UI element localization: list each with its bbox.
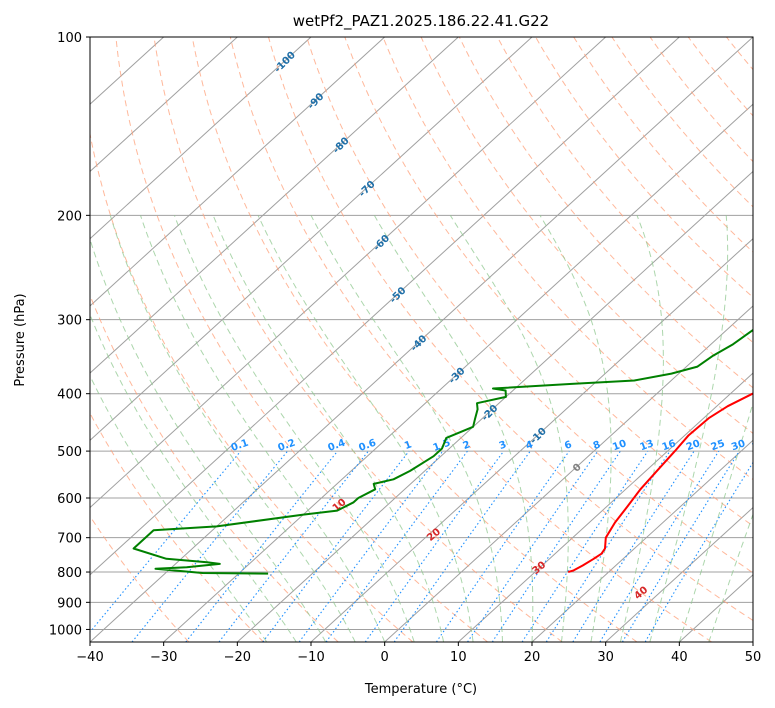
plot-frame [89,36,754,643]
chart-title: wetPf2_PAZ1.2025.186.22.41.G22 [293,12,549,31]
mixing-ratio-line [467,450,599,642]
mixing-ratio-label: 25 [710,438,727,453]
y-tick-label: 1000 [49,623,82,638]
moist-adiabat-line [539,215,612,642]
mixing-ratio-line [218,450,369,642]
x-tick-label: 50 [745,650,762,665]
x-tick-label: −10 [297,650,324,665]
mixing-ratio-label: 6 [563,439,573,452]
mixing-ratio-line [364,450,505,642]
y-tick-label: 100 [57,31,82,46]
mixing-ratio-line [621,450,740,642]
moist-adiabat-line [90,313,297,642]
mixing-ratio-line [185,450,339,642]
mixing-ratio-line [644,461,753,642]
mixing-ratio-line [393,450,531,642]
mixing-ratio-line [262,450,410,642]
dry-adiabat-line [90,412,264,642]
y-tick-label: 600 [57,492,82,507]
profiles [132,328,753,575]
isotherm-line [90,37,680,576]
temperature-line [567,392,753,573]
y-axis-label: Pressure (hPa) [13,293,28,386]
y-tick-label: 300 [57,314,82,329]
dry-adiabat-line [344,37,753,527]
isotherm-line [457,372,753,642]
mixing-ratio-label: 4 [524,439,534,452]
dry-adiabat-line [115,37,488,642]
dry-adiabat-line [573,37,753,253]
isotherm-line [310,237,753,642]
x-tick-label: −20 [224,650,251,665]
isotherm-line [90,37,238,173]
mixing-ratio-line [599,450,720,642]
y-tick-label: 400 [57,388,82,403]
axis-ticks: −40 −30 −20 −10 0 10 20 30 40 50 100 200 300 400 500 60… [49,31,761,665]
isotherm-line [90,37,386,307]
mixing-ratio-label: 2 [462,439,472,452]
dry-adiabat-line [90,131,414,642]
moist-adiabat-line [212,215,445,642]
dry-adiabat-line [649,37,753,163]
dry-adiabat-line [229,37,712,642]
dry-adiabat-line [458,37,753,389]
mixing-ratio-label: 20 [685,438,702,453]
isotherm-line [236,170,753,642]
mixing-ratio-line [545,450,671,642]
isotherm-line [90,37,753,642]
mixing-ratio-line [131,450,289,642]
moist-adiabat-line [257,215,474,642]
isotherm-line [90,37,533,442]
isotherm-line [605,506,753,642]
mixing-ratio-label: 36 [751,438,768,453]
x-tick-label: 40 [671,650,688,665]
x-tick-label: −30 [150,650,177,665]
isotherm-line [90,37,607,509]
x-tick-label: −40 [76,650,103,665]
dry-adiabat-line [420,37,753,434]
dry-adiabat-line [191,37,638,642]
isotherm-line [90,37,312,240]
dry-adiabat-line [153,37,563,642]
mixing-ratio-line [90,450,242,633]
dry-adiabat-line [306,37,753,574]
mixing-ratio-label: 16 [661,438,678,453]
mixing-ratio-label: 3 [498,439,508,452]
mixing-ratio-line [572,450,695,642]
y-tick-label: 500 [57,445,82,460]
isotherm-line [531,439,753,642]
moist-adiabat-line [90,237,327,642]
moist-adiabat-line [310,215,503,642]
moist-adiabat-line [109,215,356,642]
moist-adiabat-line [619,215,664,642]
mixing-ratio-label: 13 [639,438,656,453]
dry-adiabat-line [496,37,753,344]
y-tick-label: 800 [57,566,82,581]
y-tick-label: 700 [57,532,82,547]
mixing-ratio-label: 8 [592,439,602,452]
x-tick-label: 0 [381,650,389,665]
dry-adiabat-line [90,293,339,642]
y-tick-label: 900 [57,596,82,611]
moist-adiabat-line [373,215,534,642]
x-tick-label: 10 [450,650,467,665]
isotherm-line [163,103,753,642]
dewpoint-line [132,328,753,575]
y-tick-label: 200 [57,209,82,224]
moist-adiabat-line [449,215,569,642]
dry-adiabat-line [268,37,753,622]
mixing-ratio-label: 10 [611,438,628,453]
isotherm-line [384,305,753,642]
moist-adiabat-line [140,215,386,642]
moist-adiabat-line [90,374,268,642]
x-axis-label: Temperature (°C) [364,682,477,697]
x-tick-label: 30 [597,650,614,665]
x-tick-label: 20 [524,650,541,665]
isotherm-line [90,37,459,374]
dry-adiabat-line [382,37,753,481]
mixing-ratio-label: 1 [403,439,413,452]
mixing-ratio-label: 30 [730,438,747,453]
background-lines [90,37,753,642]
